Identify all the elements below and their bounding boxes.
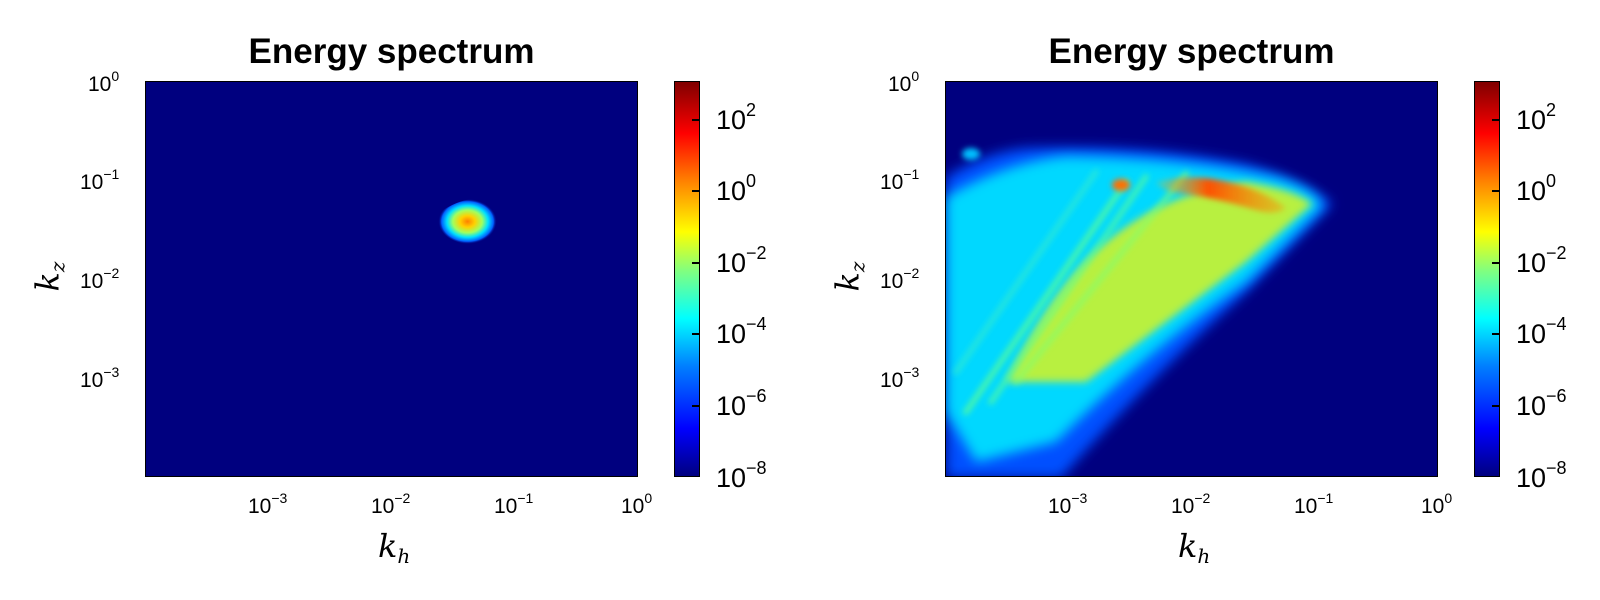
- energy-blob: [438, 198, 497, 245]
- x-tick-label: 10−2: [371, 490, 411, 518]
- energy-peak-spot: [1112, 179, 1130, 191]
- colorbar-tick-label: 10−2: [1516, 243, 1567, 278]
- y-axis-label: kz: [828, 261, 870, 292]
- x-axis-label: kh: [378, 527, 411, 568]
- energy-peak-streak: [1156, 177, 1286, 213]
- colorbar-tick: [1492, 262, 1500, 264]
- heatmap-plot-area: [945, 81, 1438, 477]
- energy-region-core: [1006, 182, 1312, 382]
- x-tick-label: 10−2: [1171, 490, 1211, 518]
- colorbar-tick-label: 10−8: [716, 458, 767, 493]
- colorbar: [674, 81, 700, 477]
- y-tick-label: 10−1: [80, 166, 120, 194]
- x-tick-label: 10−3: [248, 490, 288, 518]
- colorbar-tick: [692, 190, 700, 192]
- y-tick-label: 10−3: [80, 364, 120, 392]
- y-tick-label: 10−1: [880, 166, 920, 194]
- colorbar-tick: [692, 119, 700, 121]
- colorbar: [1474, 81, 1500, 477]
- x-tick-label: 100: [1421, 490, 1453, 518]
- y-tick-label: 10−3: [880, 364, 920, 392]
- x-tick-label: 10−1: [494, 490, 534, 518]
- x-tick-label: 10−1: [1294, 490, 1334, 518]
- colorbar-tick-label: 10−2: [716, 243, 767, 278]
- heatmap-background: [146, 82, 637, 476]
- heatmap-svg: [946, 82, 1437, 476]
- colorbar-tick: [692, 405, 700, 407]
- x-tick-label: 100: [621, 490, 653, 518]
- colorbar-tick-label: 10−4: [716, 314, 767, 349]
- chart-title: Energy spectrum: [1048, 32, 1335, 71]
- colorbar-tick: [1492, 119, 1500, 121]
- colorbar-tick-label: 100: [716, 171, 757, 206]
- x-axis-label: kh: [1178, 527, 1211, 568]
- chart-panel-right: Energy spectrum: [800, 0, 1600, 600]
- colorbar-tick: [692, 333, 700, 335]
- colorbar-tick-label: 10−6: [1516, 386, 1567, 421]
- spectral-streaks: [953, 169, 1189, 415]
- colorbar-tick: [1492, 190, 1500, 192]
- colorbar-tick: [1492, 405, 1500, 407]
- colorbar-tick-label: 102: [1516, 100, 1557, 135]
- heatmap-plot-area: [145, 81, 638, 477]
- x-tick-label: 10−3: [1048, 490, 1088, 518]
- energy-peak-spot: [962, 148, 980, 160]
- y-tick-label: 10−2: [880, 265, 920, 293]
- heatmap-svg: [146, 82, 637, 476]
- y-axis-label: kz: [28, 261, 70, 292]
- colorbar-tick-label: 102: [716, 100, 757, 135]
- chart-panel-left: Energy spectrum 100 10−1 10−2 10−3 10−3 …: [28, 32, 767, 568]
- colorbar-tick-label: 100: [1516, 171, 1557, 206]
- colorbar-tick-label: 10−8: [1516, 458, 1567, 493]
- y-tick-label: 100: [88, 68, 120, 96]
- colorbar-tick-label: 10−4: [1516, 314, 1567, 349]
- y-tick-label: 100: [888, 68, 920, 96]
- colorbar-tick: [1492, 333, 1500, 335]
- colorbar-tick: [692, 262, 700, 264]
- colorbar-tick-label: 10−6: [716, 386, 767, 421]
- chart-title: Energy spectrum: [248, 32, 535, 71]
- y-tick-label: 10−2: [80, 265, 120, 293]
